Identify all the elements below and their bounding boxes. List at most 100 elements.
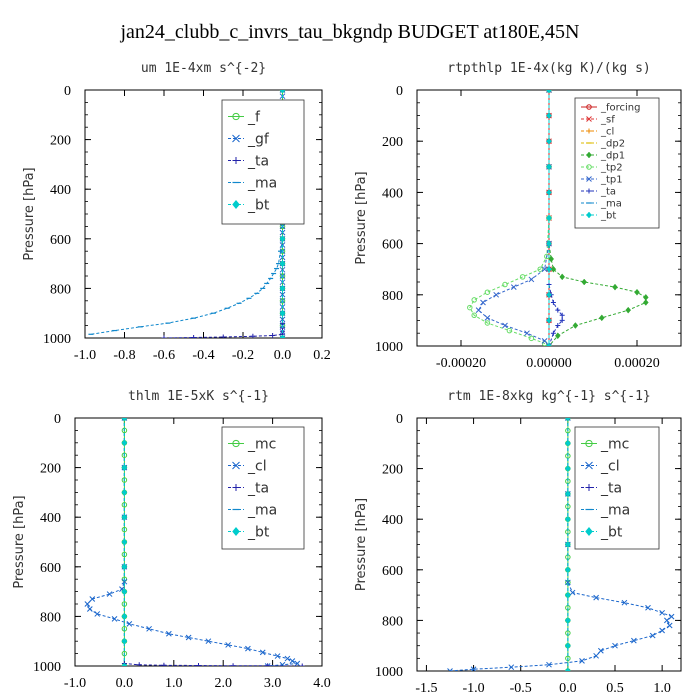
legend-label: _ma <box>247 175 277 191</box>
x-tick-label: 3.0 <box>264 676 282 691</box>
y-tick-label: 600 <box>50 233 71 248</box>
series-group <box>84 418 305 666</box>
legend-label: _tp2 <box>600 163 623 174</box>
y-tick-label: 0 <box>54 412 61 427</box>
x-tick-label: 1.0 <box>653 681 671 696</box>
panel-title: rtm 1E-8xkg kg^{-1} s^{-1} <box>447 389 651 404</box>
y-tick-label: 600 <box>382 564 403 579</box>
panel-2: rtpthlp 1E-4x(kg K)/(kg s) Pressure [hPa]… <box>354 61 682 371</box>
legend-item: _cl <box>228 458 267 474</box>
y-tick-label: 600 <box>40 561 61 576</box>
legend-item: _cl <box>581 127 614 138</box>
legend-label: _mc <box>247 436 276 452</box>
series-group <box>447 418 675 671</box>
series-bt <box>121 418 128 666</box>
legend: _mc _cl _ta _ma _bt <box>221 426 305 550</box>
legend-label: _bt <box>600 211 616 222</box>
legend-label: _ma <box>247 502 277 518</box>
figure-title: jan24_clubb_c_invrs_tau_bkgndp BUDGET at… <box>119 21 579 43</box>
legend-item: _forcing <box>581 103 641 114</box>
legend: _f _gf _ta _ma _bt <box>221 99 305 225</box>
y-tick-label: 200 <box>50 134 71 149</box>
y-tick-label: 1000 <box>375 665 403 680</box>
x-tick-label: -0.4 <box>192 348 214 363</box>
series-cl <box>447 418 675 671</box>
legend-label: _ta <box>600 480 622 496</box>
legend-label: _forcing <box>600 103 641 114</box>
x-tick-label: 0.2 <box>313 348 331 363</box>
legend-item: _tp1 <box>581 175 623 186</box>
legend-label: _ta <box>247 480 269 496</box>
y-tick-label: 200 <box>382 135 403 150</box>
legend-label: _mc <box>600 436 629 452</box>
y-tick-label: 1000 <box>43 332 71 347</box>
x-tick-label: -0.6 <box>153 348 175 363</box>
legend-item: _mc <box>228 436 276 452</box>
x-tick-label: -1.0 <box>462 681 484 696</box>
legend: _mc _cl _ta _ma _bt <box>574 426 660 550</box>
y-axis-label: Pressure [hPa] <box>22 167 37 260</box>
y-tick-label: 0 <box>64 84 71 99</box>
legend-item: _gf <box>228 131 270 147</box>
y-axis-label: Pressure [hPa] <box>354 498 369 591</box>
y-tick-label: 200 <box>40 462 61 477</box>
legend-label: _dp2 <box>600 139 625 150</box>
panel-title: um 1E-4xm s^{-2} <box>141 61 266 76</box>
legend-item: _cl <box>581 458 620 474</box>
x-tick-label: 4.0 <box>313 676 331 691</box>
legend-label: _gf <box>247 131 270 147</box>
legend-label: _ta <box>247 153 269 169</box>
legend-label: _bt <box>600 524 623 540</box>
legend-label: _dp1 <box>600 151 625 162</box>
series-bt <box>546 90 552 346</box>
y-tick-label: 400 <box>50 183 71 198</box>
legend-item: _bt <box>581 524 623 540</box>
x-tick-label: 0.00020 <box>614 356 660 371</box>
legend-item: _ma <box>228 502 277 518</box>
x-tick-label: 0.5 <box>606 681 624 696</box>
series-bt <box>565 418 571 671</box>
panel-title: thlm 1E-5xK s^{-1} <box>128 389 269 404</box>
legend-item: _ma <box>228 175 277 191</box>
y-tick-label: 200 <box>382 463 403 478</box>
legend: _forcing_sf_cl_dp2_dp1_tp2_tp1_ta_ma_bt <box>574 97 660 229</box>
x-tick-label: -0.2 <box>232 348 254 363</box>
legend-item: _ta <box>581 187 616 198</box>
y-tick-label: 800 <box>50 282 71 297</box>
x-tick-label: -1.5 <box>415 681 437 696</box>
y-tick-label: 600 <box>382 238 403 253</box>
legend-item: _bt <box>228 197 270 213</box>
x-tick-label: 2.0 <box>214 676 232 691</box>
series-tp1 <box>475 90 552 346</box>
legend-item: _ma <box>581 502 630 518</box>
y-tick-label: 400 <box>382 186 403 201</box>
y-tick-label: 400 <box>40 511 61 526</box>
panel-1: um 1E-4xm s^{-2} Pressure [hPa] 0 200 400 600… <box>22 61 331 363</box>
legend-label: _ma <box>600 502 630 518</box>
y-tick-label: 800 <box>40 610 61 625</box>
legend-label: _cl <box>247 458 267 474</box>
legend-item: _ta <box>228 153 269 169</box>
legend-item: _dp2 <box>581 139 625 150</box>
y-axis-label: Pressure [hPa] <box>12 495 27 588</box>
legend-label: _tp1 <box>600 175 623 186</box>
legend-label: _cl <box>600 127 614 138</box>
legend-label: _sf <box>600 115 615 126</box>
y-tick-label: 400 <box>382 513 403 528</box>
legend-item: _mc <box>581 436 629 452</box>
legend-item: _f <box>228 109 261 125</box>
x-tick-label: 0.0 <box>274 348 292 363</box>
legend-item: _bt <box>581 211 616 222</box>
legend-item: _ta <box>581 480 622 496</box>
x-tick-label: -0.8 <box>113 348 135 363</box>
legend-label: _ma <box>600 199 622 210</box>
y-axis-label: Pressure [hPa] <box>354 171 369 264</box>
x-tick-label: 0.0 <box>116 676 134 691</box>
x-tick-label: 0.0 <box>559 681 577 696</box>
x-tick-label: -0.5 <box>510 681 532 696</box>
y-tick-label: 0 <box>396 84 403 99</box>
legend-item: _dp1 <box>581 151 625 162</box>
legend-label: _cl <box>600 458 620 474</box>
panel-4: rtm 1E-8xkg kg^{-1} s^{-1} Pressure [hPa]… <box>354 389 682 696</box>
